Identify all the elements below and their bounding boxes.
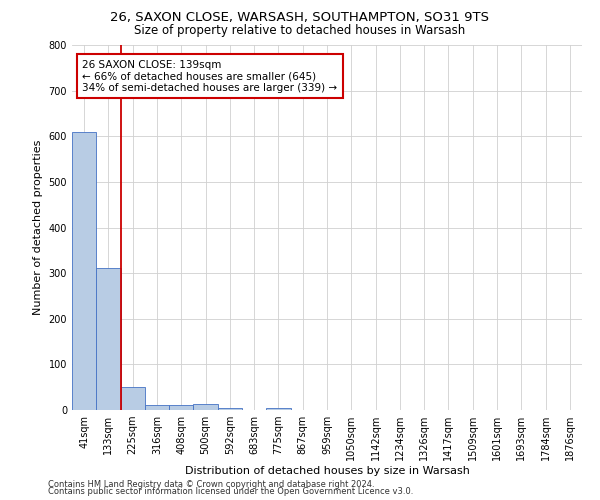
X-axis label: Distribution of detached houses by size in Warsash: Distribution of detached houses by size … <box>185 466 469 476</box>
Bar <box>121 387 145 410</box>
Bar <box>169 404 193 410</box>
Text: 26, SAXON CLOSE, WARSASH, SOUTHAMPTON, SO31 9TS: 26, SAXON CLOSE, WARSASH, SOUTHAMPTON, S… <box>110 12 490 24</box>
Y-axis label: Number of detached properties: Number of detached properties <box>33 140 43 315</box>
Bar <box>193 404 218 410</box>
Text: Contains public sector information licensed under the Open Government Licence v3: Contains public sector information licen… <box>48 487 413 496</box>
Text: 26 SAXON CLOSE: 139sqm
← 66% of detached houses are smaller (645)
34% of semi-de: 26 SAXON CLOSE: 139sqm ← 66% of detached… <box>82 60 337 93</box>
Text: Contains HM Land Registry data © Crown copyright and database right 2024.: Contains HM Land Registry data © Crown c… <box>48 480 374 489</box>
Bar <box>266 408 290 410</box>
Text: Size of property relative to detached houses in Warsash: Size of property relative to detached ho… <box>134 24 466 37</box>
Bar <box>72 132 96 410</box>
Bar <box>145 404 169 410</box>
Bar <box>96 268 121 410</box>
Bar <box>218 408 242 410</box>
